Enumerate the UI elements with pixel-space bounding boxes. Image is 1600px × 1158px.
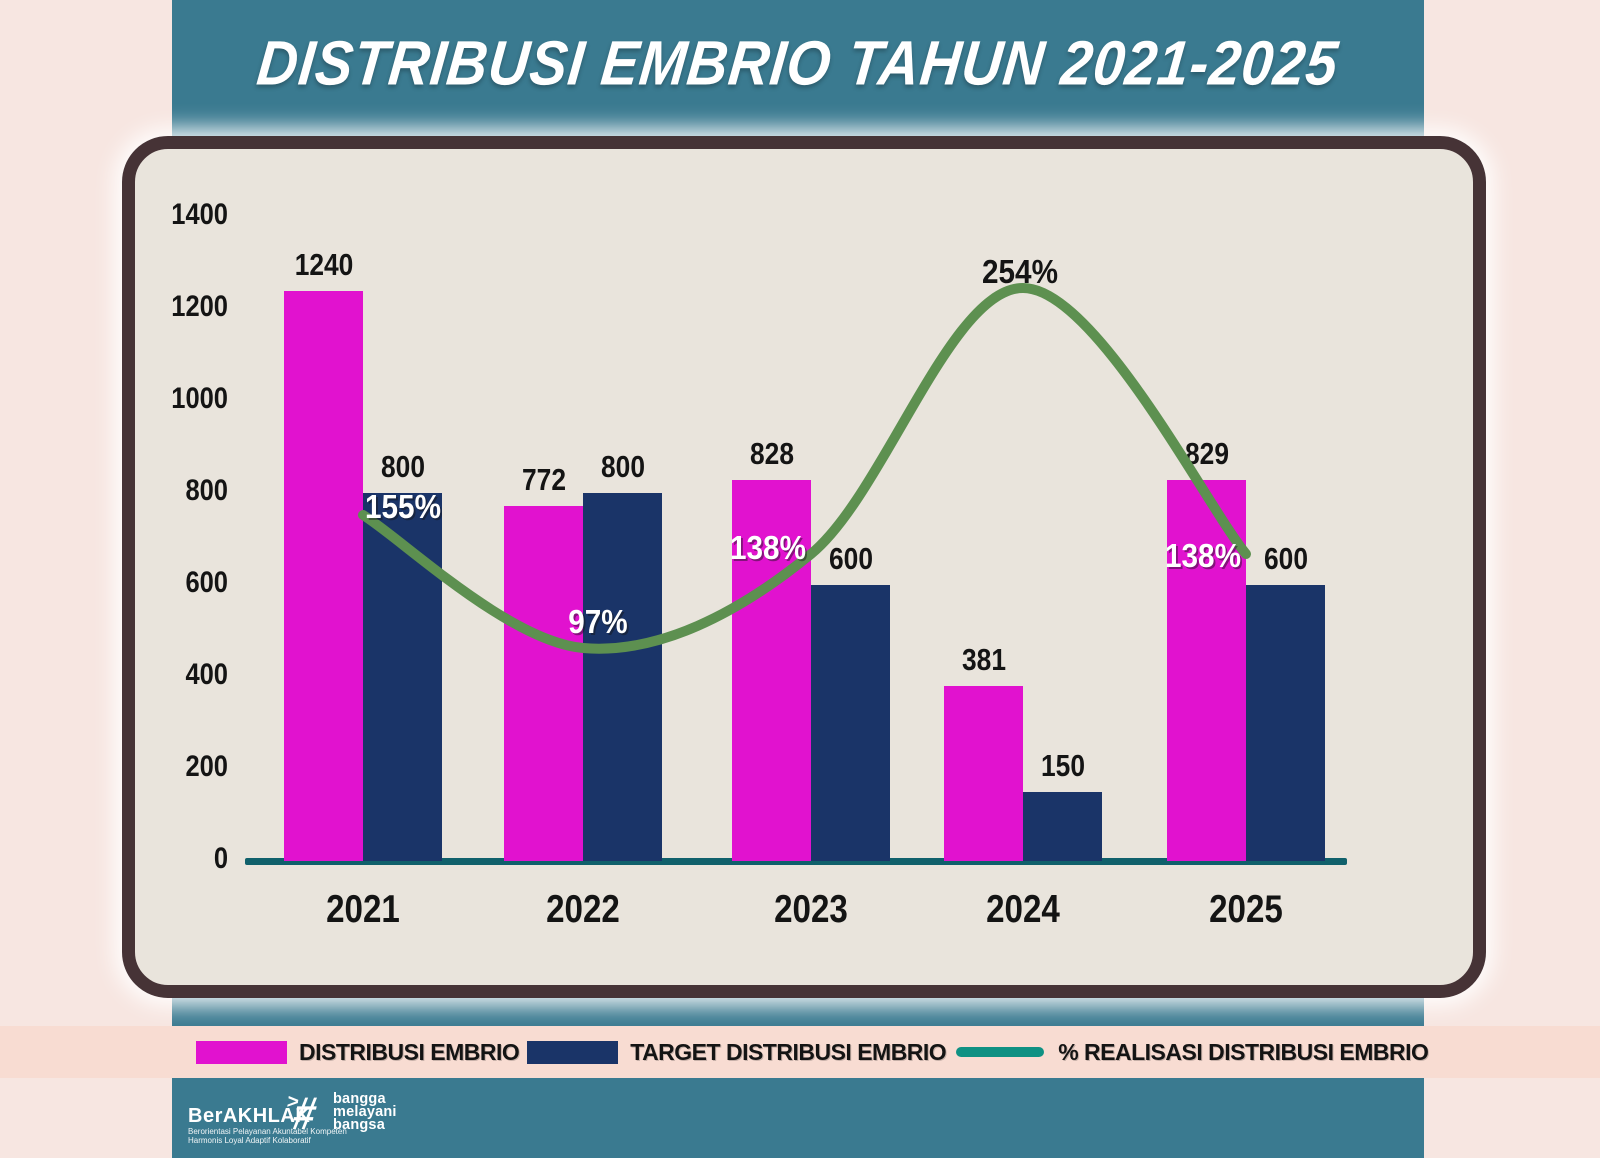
footer-bar: BerAKHLAK > Berorientasi Pelayanan Akunt… bbox=[0, 1078, 1600, 1158]
value-label-target-2024: 150 bbox=[1040, 748, 1085, 783]
chart-panel: 1400 1200 1000 800 600 400 200 0 1240 772 828 381 82… bbox=[122, 136, 1486, 998]
bar-distribusi-2024 bbox=[944, 686, 1023, 861]
legend-swatch-distribusi-embrio bbox=[196, 1040, 287, 1064]
percent-label-2025: 138% bbox=[1165, 536, 1241, 574]
percent-label-2023: 138% bbox=[730, 528, 806, 566]
realization-line-chart bbox=[358, 282, 1251, 654]
tagline-line1: bangga bbox=[333, 1091, 386, 1107]
year-label-2024: 2024 bbox=[986, 888, 1060, 931]
y-tick-label: 1400 bbox=[171, 198, 228, 231]
chart-title: DISTRIBUSI EMBRIO TAHUN 2021-2025 bbox=[253, 27, 1343, 98]
year-label-2022: 2022 bbox=[546, 888, 620, 931]
y-tick-label: 800 bbox=[185, 474, 228, 507]
year-label-2025: 2025 bbox=[1209, 888, 1283, 931]
value-label-target-2022: 800 bbox=[600, 449, 645, 484]
percent-label-2022: 97% bbox=[568, 603, 628, 640]
tagline-line2: melayani bbox=[333, 1103, 397, 1120]
legend-label-distribusi-embrio: DISTRIBUSI EMBRIO bbox=[299, 1038, 520, 1065]
percent-label-2024: 254% bbox=[982, 252, 1058, 290]
value-label-target-2021: 800 bbox=[380, 449, 425, 484]
berakhlak-subtitle-line2: Harmonis Loyal Adaptif Kolaboratif bbox=[188, 1136, 311, 1145]
legend-label-target-distribusi-embrio: TARGET DISTRIBUSI EMBRIO bbox=[630, 1038, 947, 1065]
year-label-2023: 2023 bbox=[774, 888, 848, 931]
value-label-distribusi-2021: 1240 bbox=[294, 247, 353, 282]
bangga-melayani-bangsa-tagline: bangga melayani bangsa bbox=[333, 1091, 397, 1133]
bar-target-2021 bbox=[363, 493, 442, 861]
bar-target-2024 bbox=[1023, 792, 1102, 861]
bar-distribusi-2022 bbox=[504, 506, 583, 861]
y-tick-label: 0 bbox=[213, 842, 228, 875]
x-axis-baseline bbox=[245, 858, 1347, 865]
bar-target-2025 bbox=[1246, 585, 1325, 861]
year-label-2021: 2021 bbox=[326, 888, 400, 931]
berakhlak-subtitle-line1: Berorientasi Pelayanan Akuntabel Kompete… bbox=[188, 1127, 347, 1136]
y-tick-label: 400 bbox=[185, 658, 228, 691]
realization-line bbox=[358, 282, 1251, 654]
value-label-target-2023: 600 bbox=[828, 541, 873, 576]
bar-target-2022 bbox=[583, 493, 662, 861]
berakhlak-logo: BerAKHLAK bbox=[188, 1105, 311, 1127]
y-tick-label: 1200 bbox=[171, 290, 228, 323]
y-tick-label: 1000 bbox=[171, 382, 228, 415]
value-label-distribusi-2022: 772 bbox=[521, 462, 566, 497]
y-tick-label: 600 bbox=[185, 566, 228, 599]
tagline-line3: bangsa bbox=[333, 1116, 385, 1133]
legend: DISTRIBUSI EMBRIO TARGET DISTRIBUSI EMBR… bbox=[0, 1026, 1600, 1078]
legend-label-realisasi: % REALISASI DISTRIBUSI EMBRIO bbox=[1058, 1038, 1429, 1065]
y-tick-label: 200 bbox=[185, 750, 228, 783]
value-label-distribusi-2024: 381 bbox=[961, 642, 1006, 677]
bar-target-2023 bbox=[811, 585, 890, 861]
legend-swatch-target-distribusi-embrio bbox=[527, 1040, 619, 1064]
bar-distribusi-2023 bbox=[732, 480, 811, 861]
legend-swatch-realisasi-line bbox=[956, 1047, 1045, 1057]
berakhlak-subtitle: Berorientasi Pelayanan Akuntabel Kompete… bbox=[188, 1127, 347, 1145]
percent-label-2021: 155% bbox=[365, 488, 441, 525]
bar-distribusi-2021 bbox=[284, 291, 363, 861]
value-label-distribusi-2023: 828 bbox=[749, 436, 794, 471]
plot-area: 1400 1200 1000 800 600 400 200 0 1240 772 828 381 82… bbox=[135, 149, 1473, 985]
value-label-target-2025: 600 bbox=[1263, 541, 1308, 576]
